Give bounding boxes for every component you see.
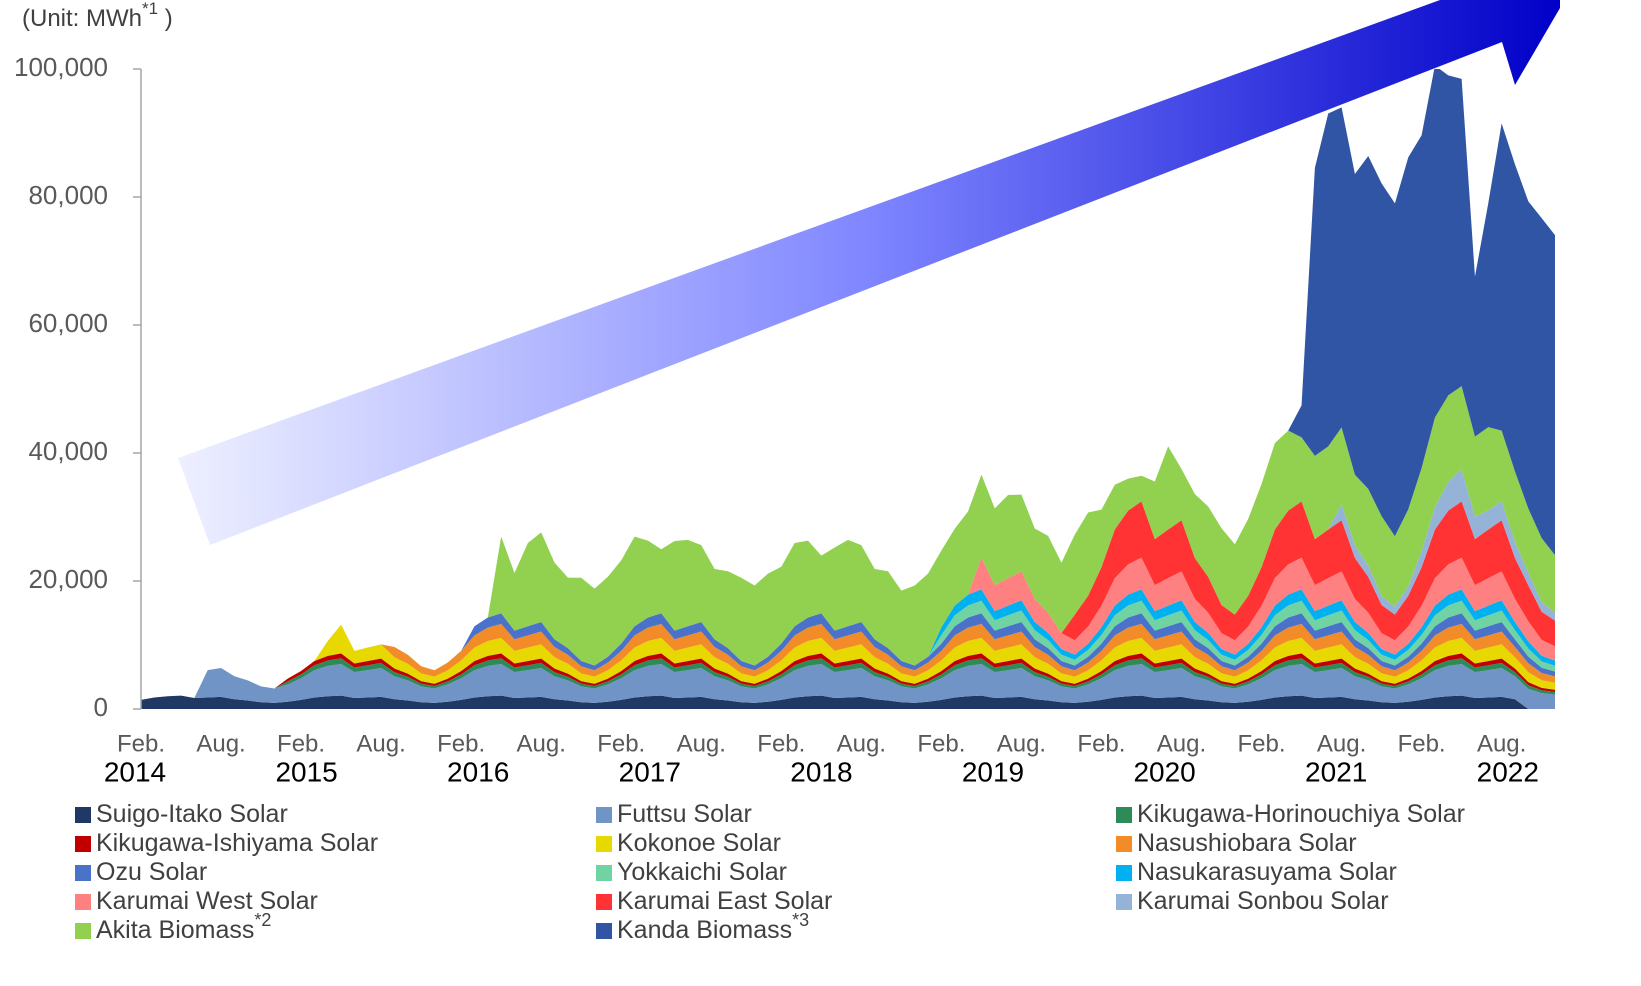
legend-entry: Kikugawa-Horinouchiya Solar [1137, 800, 1465, 828]
legend-swatch [75, 923, 91, 939]
x-tick-label: Aug. [1477, 730, 1526, 757]
plot-area [141, 69, 1555, 709]
legend-name: Karumai Sonbou Solar [1137, 887, 1389, 915]
year-label: 2018 [790, 756, 852, 787]
x-tick-label: Feb. [597, 730, 645, 757]
legend-swatch [596, 807, 612, 823]
legend-entry: Futtsu Solar [617, 800, 752, 828]
trend-arrow [178, 0, 1560, 545]
legend-name: Nasukarasuyama Solar [1137, 858, 1397, 886]
legend-swatch [75, 894, 91, 910]
legend-entry: Karumai Sonbou Solar [1137, 887, 1389, 915]
legend-entry: Karumai East Solar [617, 887, 832, 915]
unit-end: ) [158, 5, 173, 32]
area [141, 653, 1555, 700]
area [141, 386, 1555, 700]
legend-entry: Ozu Solar [96, 858, 207, 886]
legend-name: Futtsu Solar [617, 800, 752, 828]
legend-swatch [75, 807, 91, 823]
year-label: 2016 [447, 756, 509, 787]
x-tick-label: Feb. [437, 730, 485, 757]
legend-name: Kikugawa-Ishiyama Solar [96, 829, 378, 857]
legend-entry: Kokonoe Solar [617, 829, 781, 857]
x-tick-label: Feb. [117, 730, 165, 757]
legend-name: Kokonoe Solar [617, 829, 781, 857]
legend-swatch [75, 865, 91, 881]
legend-swatch [75, 836, 91, 852]
legend-name: Kanda Biomass [617, 916, 792, 944]
legend-entry: Kanda Biomass*3 [617, 910, 809, 944]
area [141, 613, 1555, 700]
legend-entry: Nasukarasuyama Solar [1137, 858, 1397, 886]
legend-entry: Kikugawa-Ishiyama Solar [96, 829, 378, 857]
x-tick-label: Aug. [837, 730, 886, 757]
legend-entry: Yokkaichi Solar [617, 858, 787, 886]
area [141, 623, 1555, 700]
x-tick-label: Aug. [196, 730, 245, 757]
y-tick-label: 100,000 [14, 52, 108, 82]
legend-swatch [1116, 807, 1132, 823]
area [141, 658, 1555, 700]
legend-swatch [596, 923, 612, 939]
y-tick-label: 40,000 [28, 436, 108, 466]
legend-swatch [1116, 865, 1132, 881]
legend-entry: Nasushiobara Solar [1137, 829, 1357, 857]
legend-note: *2 [254, 910, 271, 930]
x-tick-label: Aug. [1157, 730, 1206, 757]
area [141, 624, 1555, 700]
legend-entry: Akita Biomass*2 [96, 910, 271, 944]
legend-name: Suigo-Itako Solar [96, 800, 288, 828]
legend-swatch [596, 836, 612, 852]
legend-name: Akita Biomass [96, 916, 254, 944]
unit-text: (Unit: MWh [22, 5, 142, 32]
x-tick-label: Feb. [757, 730, 805, 757]
legend-entry: Suigo-Itako Solar [96, 800, 288, 828]
x-tick-label: Feb. [1238, 730, 1286, 757]
legend-note: *3 [792, 910, 809, 930]
year-label: 2021 [1305, 756, 1367, 787]
y-tick-label: 60,000 [28, 308, 108, 338]
legend-swatch [596, 865, 612, 881]
year-label: 2020 [1133, 756, 1195, 787]
x-tick-label: Aug. [356, 730, 405, 757]
x-tick-label: Feb. [277, 730, 325, 757]
legend-name: Nasushiobara Solar [1137, 829, 1357, 857]
area [141, 663, 1555, 709]
x-tick-label: Aug. [1317, 730, 1366, 757]
unit-note: *1 [142, 0, 158, 18]
legend-entry: Karumai West Solar [96, 887, 318, 915]
year-label: 2014 [104, 756, 166, 787]
legend-name: Ozu Solar [96, 858, 207, 886]
legend-name: Kikugawa-Horinouchiya Solar [1137, 800, 1465, 828]
legend-name: Karumai East Solar [617, 887, 832, 915]
unit-label: (Unit: MWh*1 ) [22, 0, 173, 32]
legend-swatch [596, 894, 612, 910]
area [141, 695, 1555, 709]
legend-swatch [1116, 894, 1132, 910]
year-label: 2017 [619, 756, 681, 787]
y-tick-label: 0 [94, 692, 108, 722]
legend-name: Karumai West Solar [96, 887, 318, 915]
year-label: 2019 [962, 756, 1024, 787]
y-tick-label: 20,000 [28, 564, 108, 594]
legend-name: Yokkaichi Solar [617, 858, 787, 886]
x-tick-label: Feb. [917, 730, 965, 757]
year-label: 2015 [275, 756, 337, 787]
x-tick-label: Aug. [997, 730, 1046, 757]
year-label: 2022 [1477, 756, 1539, 787]
x-tick-label: Aug. [677, 730, 726, 757]
x-tick-label: Feb. [1398, 730, 1446, 757]
y-tick-label: 80,000 [28, 180, 108, 210]
legend-swatch [1116, 836, 1132, 852]
x-tick-label: Aug. [517, 730, 566, 757]
x-tick-label: Feb. [1077, 730, 1125, 757]
